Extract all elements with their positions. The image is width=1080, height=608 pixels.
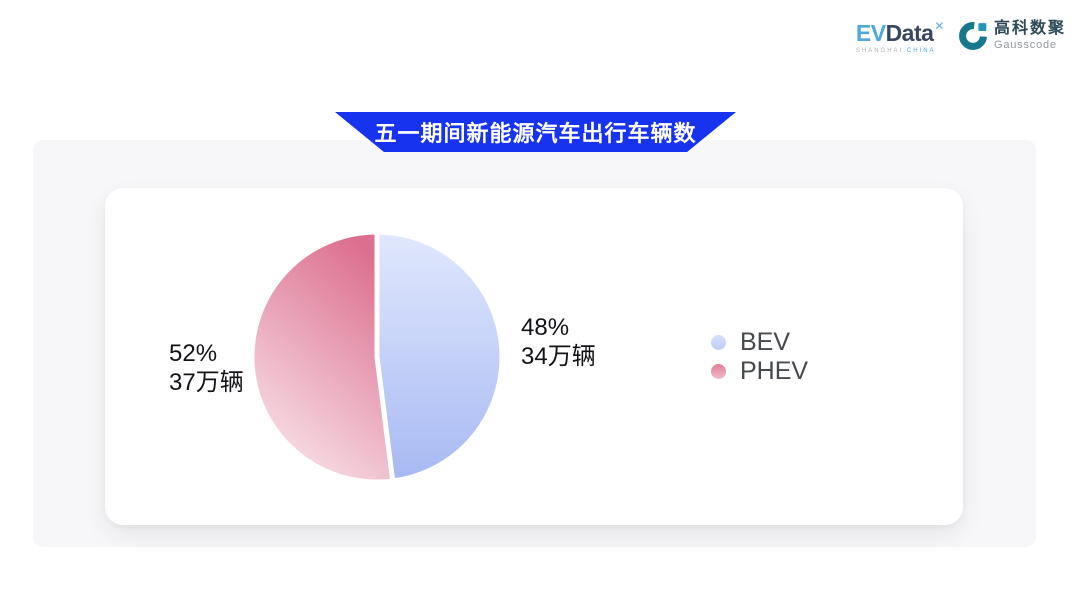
header-logos: EV Data ✕ SHANGHAI CHINA 高科数聚 Gausscode <box>856 20 1066 54</box>
evdata-wordmark-data: Data <box>885 20 934 46</box>
legend-label-phev: PHEV <box>740 356 809 385</box>
legend-label-bev: BEV <box>740 327 791 356</box>
gausscode-en-name: Gausscode <box>993 38 1057 51</box>
label-bev-quantity: 34万辆 <box>521 343 596 370</box>
title-banner: 五一期间新能源汽车出行车辆数 <box>335 112 736 152</box>
label-phev: 52% 37万辆 <box>169 339 244 397</box>
gausscode-text: 高科数聚 Gausscode <box>994 20 1066 52</box>
gausscode-cn-name: 高科数聚 <box>993 20 1066 37</box>
pie-chart <box>249 229 505 485</box>
page-title: 五一期间新能源汽车出行车辆数 <box>374 121 697 146</box>
legend-dot-bev-icon <box>711 334 726 350</box>
pie-slice-phev[interactable] <box>249 229 396 485</box>
evdata-subtitle: SHANGHAI CHINA <box>856 48 936 54</box>
label-phev-percent: 52% <box>169 340 218 367</box>
evdata-subtitle-right: CHINA <box>906 48 936 54</box>
gausscode-logo: 高科数聚 Gausscode <box>958 20 1066 52</box>
evdata-wordmark-ev: EV <box>855 20 886 46</box>
legend-dot-phev-icon <box>711 363 726 379</box>
label-bev-percent: 48% <box>521 314 570 341</box>
gausscode-icon <box>959 22 987 50</box>
label-phev-quantity: 37万辆 <box>169 369 244 396</box>
evdata-logo: EV Data ✕ SHANGHAI CHINA <box>855 19 945 54</box>
legend-item-phev[interactable]: PHEV <box>711 357 808 385</box>
chart-card <box>105 188 963 525</box>
pie-slice-bev[interactable] <box>374 229 505 484</box>
chart-legend: BEV PHEV <box>711 328 808 385</box>
label-bev: 48% 34万辆 <box>521 313 596 371</box>
legend-item-bev[interactable]: BEV <box>711 328 808 356</box>
evdata-subtitle-left: SHANGHAI <box>855 48 904 54</box>
evdata-wordmark: EV Data ✕ <box>855 19 945 46</box>
evdata-x-icon: ✕ <box>934 19 944 33</box>
